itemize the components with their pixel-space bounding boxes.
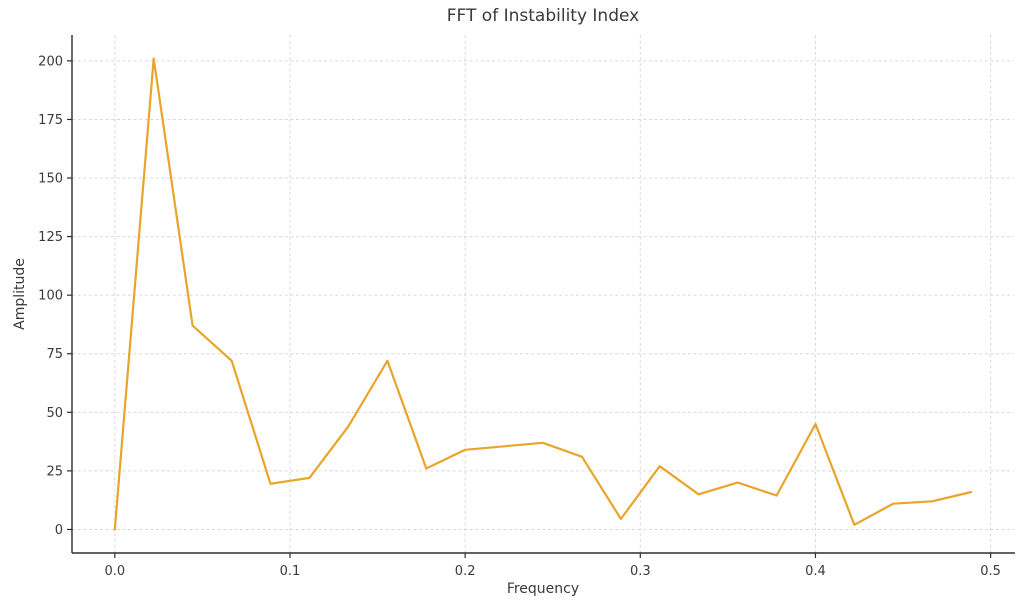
y-axis-ticks: 0 25 50 75 100 125 150 175 200 [38,54,72,538]
y-tick-label: 0 [55,523,63,538]
x-tick-label: 0.3 [630,564,651,579]
x-tick-label: 0.0 [104,564,125,579]
x-axis-label: Frequency [506,581,580,597]
x-tick-label: 0.2 [455,564,476,579]
y-tick-label: 25 [46,464,63,479]
y-axis-label: Amplitude [12,258,28,330]
x-tick-label: 0.4 [805,564,826,579]
chart-title: FFT of Instability Index [446,6,640,26]
y-tick-label: 125 [38,230,63,245]
y-tick-label: 175 [38,113,63,128]
y-tick-label: 150 [38,172,63,187]
axis-spines [71,35,1015,554]
y-tick-label: 50 [46,406,63,421]
y-tick-label: 75 [46,347,63,362]
y-tick-label: 100 [38,289,63,304]
x-axis-ticks: 0.0 0.1 0.2 0.3 0.4 0.5 [104,553,1001,579]
fft-line [113,57,973,531]
data-series [113,57,973,531]
gridlines [72,35,1014,553]
x-tick-label: 0.1 [280,564,301,579]
y-tick-label: 200 [38,54,63,69]
x-tick-label: 0.5 [980,564,1001,579]
